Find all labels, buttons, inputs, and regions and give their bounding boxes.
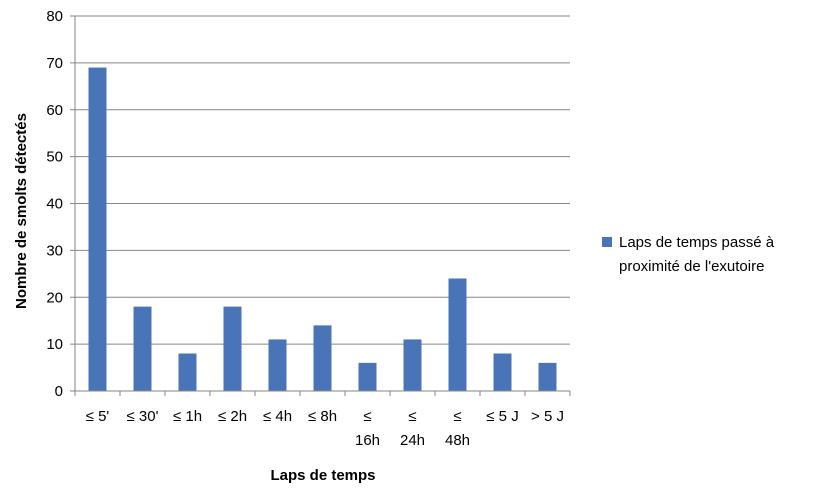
x-tick-label: ≤48h bbox=[445, 408, 470, 449]
legend-label-line-1: Laps de temps passé à bbox=[619, 234, 775, 251]
legend-label-line-2: proximité de l'exutoire bbox=[619, 258, 764, 275]
axes bbox=[70, 15, 571, 396]
y-tick-label: 10 bbox=[46, 336, 63, 353]
x-tick-labels: ≤ 5' ≤ 30' ≤ 1h ≤ 2h ≤ 4h ≤ 8h ≤16h ≤ 24h ≤ 48h ≤ 5… bbox=[86, 408, 564, 449]
y-tick-label: 30 bbox=[46, 242, 63, 259]
y-tick-labels: 0 10 20 30 40 50 60 70 80 bbox=[46, 8, 63, 400]
x-tick-label: ≤ 2h bbox=[218, 408, 247, 425]
bar bbox=[403, 339, 422, 391]
bar bbox=[133, 306, 152, 391]
bar bbox=[313, 325, 332, 391]
y-tick-label: 50 bbox=[46, 149, 63, 166]
bar bbox=[223, 306, 242, 391]
bar bbox=[538, 362, 557, 391]
y-tick-label: 80 bbox=[46, 8, 63, 25]
y-tick-label: 60 bbox=[46, 102, 63, 119]
bar bbox=[88, 67, 107, 391]
y-axis-title: Nombre de smolts détectés bbox=[13, 113, 30, 309]
bar bbox=[178, 353, 197, 391]
gridlines bbox=[75, 15, 570, 345]
x-tick-label: ≤ 30' bbox=[127, 408, 159, 425]
x-tick-label: ≤16h bbox=[355, 408, 380, 449]
bar bbox=[268, 339, 287, 391]
x-tick-label: ≤ 1h bbox=[173, 408, 202, 425]
x-tick-label: ≤ 8h bbox=[308, 408, 337, 425]
x-tick-label: ≤ 4h bbox=[263, 408, 292, 425]
x-tick-label: ≤ 5 J bbox=[486, 408, 518, 425]
x-axis-title: Laps de temps bbox=[270, 467, 375, 484]
bar bbox=[448, 278, 467, 391]
y-tick-label: 70 bbox=[46, 55, 63, 72]
bars bbox=[88, 67, 557, 391]
legend: Laps de temps passé à proximité de l'exu… bbox=[602, 234, 778, 275]
bar bbox=[493, 353, 512, 391]
y-tick-label: 40 bbox=[46, 196, 63, 213]
x-tick-label: > 5 J bbox=[531, 408, 564, 425]
x-tick-label: ≤ 5' bbox=[86, 408, 110, 425]
legend-label: Laps de temps passé à proximité de l'exu… bbox=[619, 234, 778, 275]
y-tick-label: 20 bbox=[46, 289, 63, 306]
legend-swatch bbox=[602, 237, 612, 247]
y-tick-label: 0 bbox=[55, 383, 63, 400]
bar bbox=[358, 362, 377, 391]
x-tick-label: ≤24h bbox=[400, 408, 425, 449]
